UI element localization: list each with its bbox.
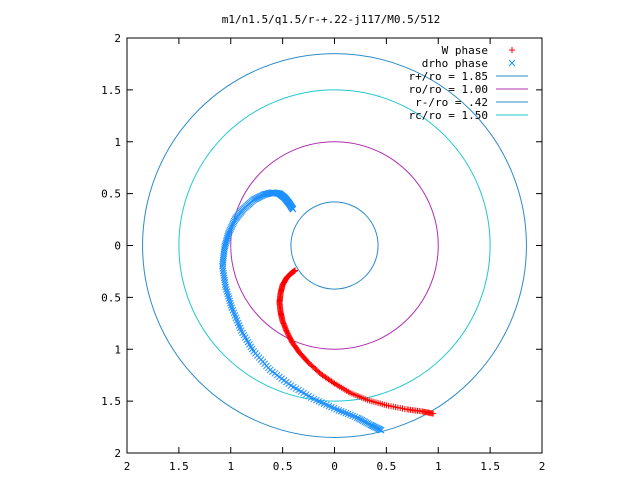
circle-r-0.42: [290, 201, 379, 290]
x-tick-label: 0.5: [376, 460, 396, 473]
x-tick-label: 2: [539, 460, 546, 473]
plus-marker: [330, 379, 337, 386]
y-tick-label: 0.5: [101, 188, 121, 201]
x-marker: [224, 292, 232, 300]
x-marker: [224, 290, 231, 298]
circle-r-1.85: [142, 53, 527, 438]
y-tick-label: 0: [114, 240, 121, 253]
x-marker: [223, 288, 231, 295]
y-tick-label: 1: [114, 343, 121, 356]
y-tick-label: 2: [114, 447, 121, 460]
x-marker: [333, 406, 340, 413]
y-tick-label: 1.5: [101, 395, 121, 408]
data-points: [219, 189, 437, 434]
x-marker: [337, 407, 345, 415]
legend-label: r+/ro = 1.85: [409, 70, 488, 83]
x-tick-label: 0: [331, 460, 338, 473]
plus-marker: [311, 364, 318, 371]
axis-ticks: 2 1.5 1 0.5 0 0.5 1 1.5 221.510.500.511.52: [101, 32, 545, 473]
legend-label: rc/ro = 1.50: [409, 109, 488, 122]
x-tick-label: 0.5: [273, 460, 293, 473]
x-marker: [344, 410, 352, 418]
x-tick-label: 2: [124, 460, 131, 473]
y-tick-label: 1.5: [101, 84, 121, 97]
x-marker: [377, 426, 385, 434]
x-tick-label: 1: [435, 460, 442, 473]
circle-r-1.5: [178, 89, 491, 402]
plus-marker: [315, 368, 322, 375]
x-marker: [349, 412, 357, 420]
series-2: [219, 189, 385, 434]
legend-x-swatch: [508, 59, 516, 67]
x-marker: [222, 285, 230, 293]
x-marker: [225, 295, 233, 302]
plus-marker: [305, 359, 312, 366]
x-marker: [342, 409, 350, 417]
x-marker: [351, 413, 359, 421]
x-marker: [347, 411, 354, 419]
x-tick-label: 1.5: [480, 460, 500, 473]
plus-marker: [313, 367, 320, 374]
y-tick-label: 2: [114, 32, 121, 45]
x-marker: [335, 406, 343, 414]
plus-marker: [309, 363, 316, 370]
legend-plus-swatch: [509, 47, 515, 53]
legend-label: ro/ro = 1.00: [409, 83, 488, 96]
chart-title: m1/n1.5/q1.5/r-+.22-j117/M0.5/512: [222, 13, 441, 26]
x-marker: [227, 299, 234, 307]
legend-label: drho phase: [422, 57, 488, 70]
plus-marker: [308, 362, 315, 369]
x-marker: [226, 297, 234, 305]
x-tick-label: 1: [227, 460, 234, 473]
plus-marker: [312, 366, 319, 373]
reference-circles: [142, 53, 527, 438]
legend-label: r-/ro = .42: [415, 96, 488, 109]
y-tick-label: 1: [114, 136, 121, 149]
x-marker: [222, 283, 229, 291]
x-marker: [227, 302, 235, 309]
plus-marker: [306, 361, 313, 368]
legend-label: W phase: [442, 44, 488, 57]
x-tick-label: 1.5: [169, 460, 189, 473]
circle-r-1: [230, 141, 439, 350]
series-1: [276, 267, 437, 417]
y-tick-label: 0.5: [101, 291, 121, 304]
x-marker: [340, 408, 347, 416]
plus-marker: [430, 410, 437, 417]
